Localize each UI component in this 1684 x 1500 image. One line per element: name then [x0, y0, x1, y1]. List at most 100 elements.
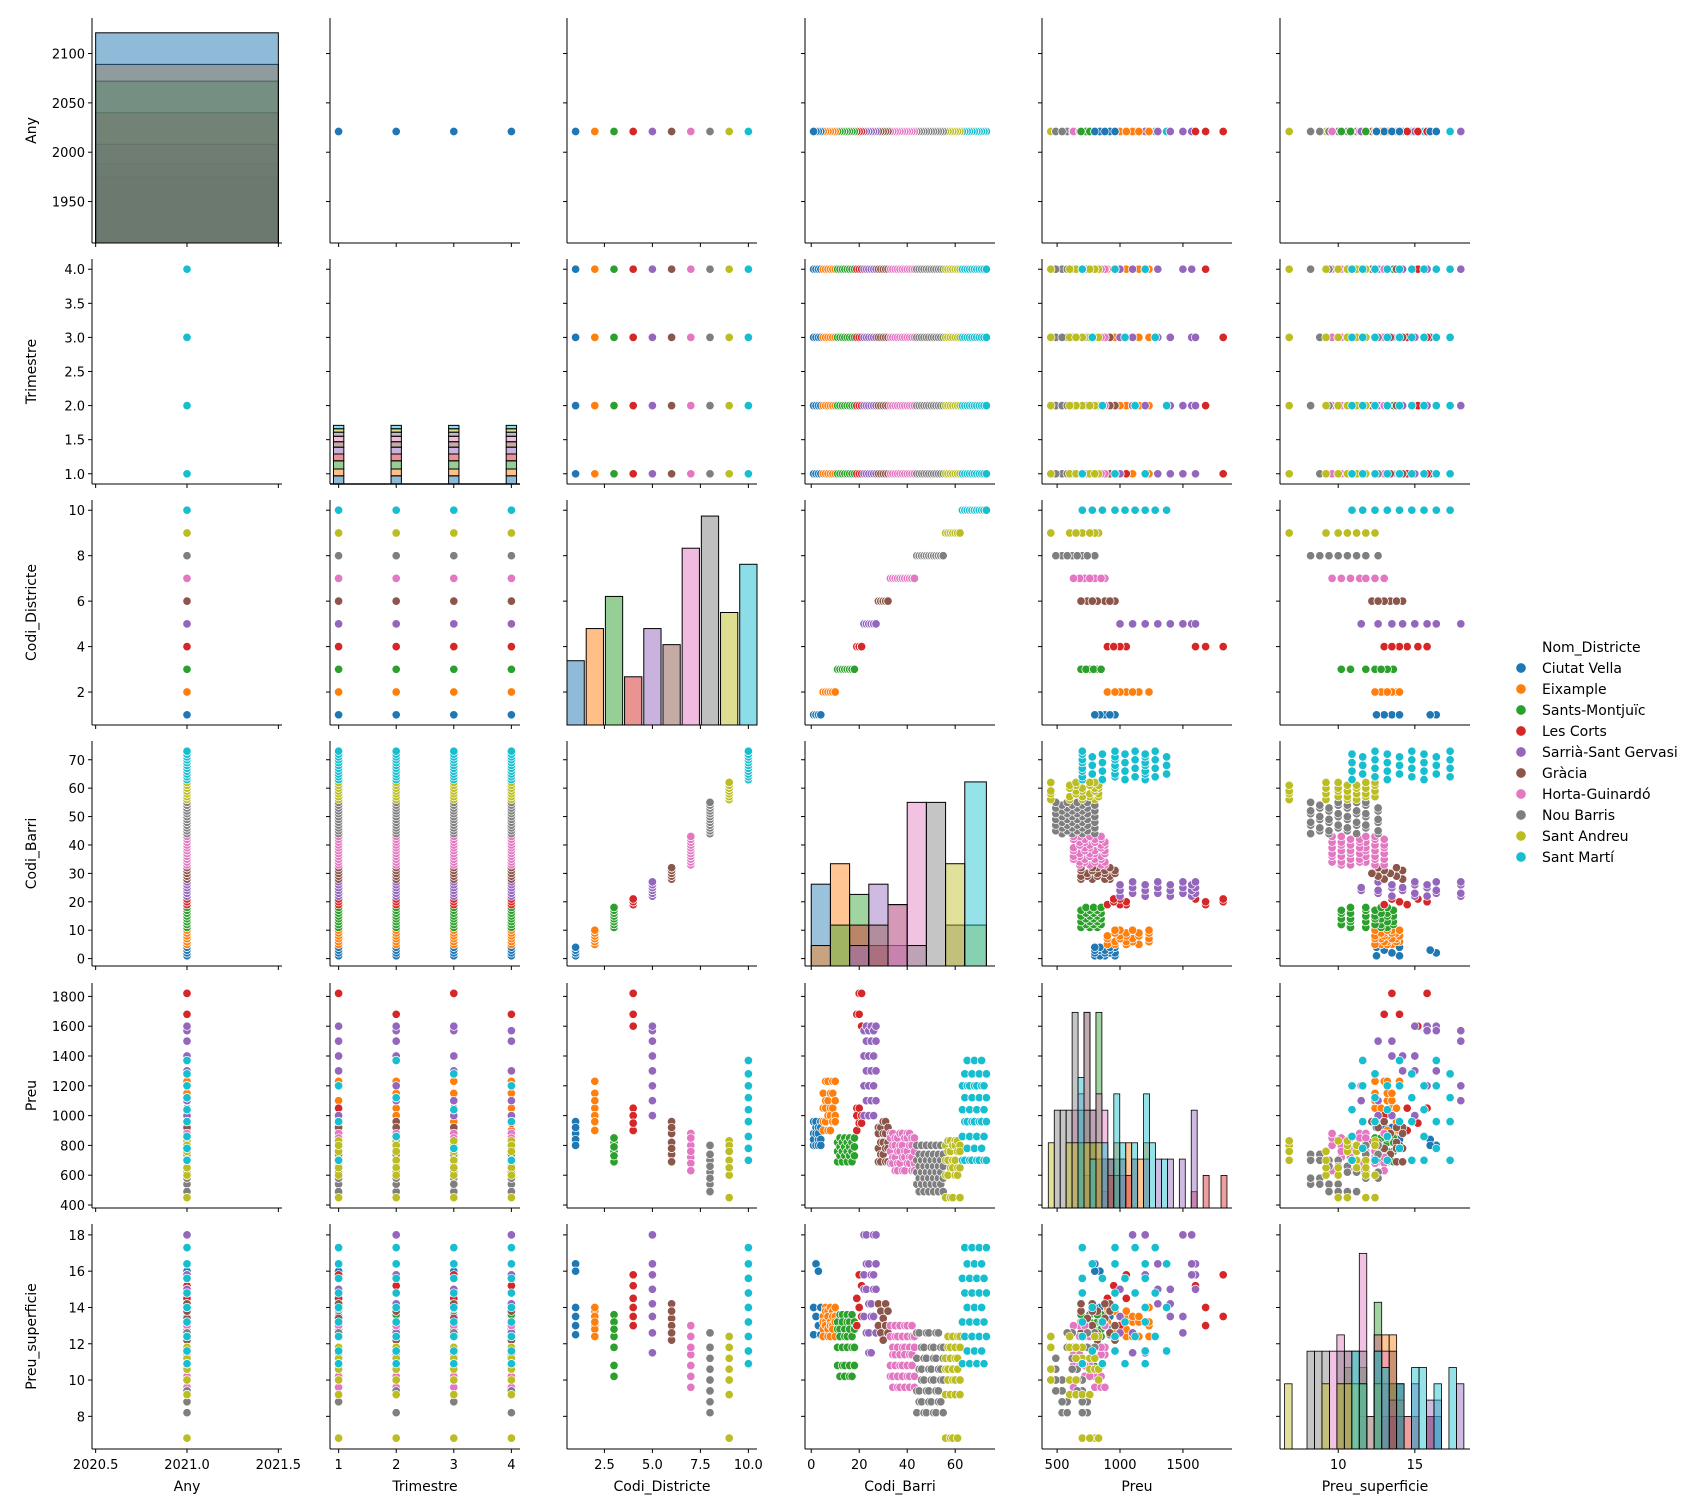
hist-bar	[448, 460, 460, 470]
point	[1090, 469, 1100, 479]
point	[1140, 505, 1150, 515]
y-tick-label: 30	[68, 867, 85, 882]
point	[1162, 401, 1172, 411]
y-tick-label: 50	[68, 811, 85, 826]
point	[1190, 332, 1201, 342]
hist-bar	[332, 453, 345, 462]
point	[1102, 687, 1112, 697]
point	[1410, 619, 1420, 629]
point	[334, 687, 344, 697]
point	[686, 332, 696, 342]
y-tick-label: 0	[77, 953, 85, 968]
point	[1394, 264, 1405, 274]
point	[1445, 505, 1455, 515]
hist-bar	[566, 660, 585, 726]
point	[182, 746, 192, 756]
point	[1096, 664, 1106, 674]
point	[938, 551, 948, 561]
point	[1358, 332, 1368, 342]
point	[1387, 642, 1397, 652]
point	[1321, 528, 1331, 538]
point	[1456, 401, 1466, 411]
point	[506, 573, 516, 583]
point	[1394, 126, 1405, 137]
point	[1150, 332, 1160, 342]
y-tick-label: 1.0	[64, 468, 85, 483]
point	[449, 505, 459, 515]
point	[506, 619, 516, 629]
point	[743, 332, 753, 342]
point	[571, 401, 581, 411]
point	[1315, 126, 1325, 137]
panel-any-vs-preu	[1038, 18, 1232, 247]
point	[1333, 469, 1343, 479]
point	[1431, 469, 1441, 479]
hist-bar	[448, 424, 460, 430]
point	[391, 505, 401, 515]
point	[1062, 551, 1072, 561]
hist-bar	[390, 424, 402, 430]
point	[1371, 126, 1382, 137]
point	[1046, 332, 1056, 342]
point	[1090, 551, 1100, 561]
point	[391, 642, 401, 652]
hist-bar	[505, 428, 518, 433]
point	[981, 264, 991, 274]
point	[686, 401, 696, 411]
point	[1391, 596, 1402, 606]
point	[1358, 401, 1368, 411]
point	[506, 642, 516, 652]
point	[1431, 264, 1441, 274]
point	[1071, 528, 1081, 538]
point	[1128, 264, 1138, 274]
point	[1407, 469, 1417, 479]
point	[1187, 264, 1197, 274]
point	[1306, 264, 1316, 274]
point	[647, 332, 657, 342]
point	[1077, 264, 1087, 274]
point	[667, 264, 677, 274]
point	[609, 126, 619, 137]
point	[1128, 687, 1138, 697]
hist-bar	[95, 32, 279, 244]
hist-bar	[332, 475, 345, 485]
hist-bar	[700, 515, 720, 726]
point	[1178, 401, 1188, 411]
y-tick-label: 2.5	[64, 366, 85, 381]
hist-bar	[332, 424, 345, 430]
point	[449, 687, 459, 697]
point	[506, 664, 516, 674]
point	[1336, 126, 1346, 137]
point	[334, 573, 344, 583]
hist-bar	[505, 468, 518, 477]
point	[1150, 505, 1160, 515]
hist-bar	[448, 453, 460, 462]
y-tick-label: 2	[77, 686, 85, 701]
hist-bar	[390, 453, 402, 462]
point	[1120, 332, 1130, 342]
point	[1306, 551, 1316, 561]
point	[1382, 469, 1392, 479]
point	[686, 264, 696, 274]
point	[1087, 596, 1097, 606]
point	[1382, 401, 1392, 411]
point	[1077, 469, 1087, 479]
point	[1336, 573, 1346, 583]
point	[1090, 710, 1100, 720]
point	[667, 332, 677, 342]
point	[1284, 126, 1294, 137]
y-tick-label: 3.0	[64, 331, 85, 346]
point	[182, 619, 192, 629]
point	[1345, 126, 1356, 137]
y-tick-label: 20	[68, 896, 85, 911]
point	[1345, 664, 1356, 674]
point	[1076, 596, 1086, 606]
point	[1419, 401, 1429, 411]
point	[1382, 264, 1392, 274]
point	[1068, 573, 1079, 583]
point	[1100, 126, 1110, 137]
point	[1358, 264, 1368, 274]
